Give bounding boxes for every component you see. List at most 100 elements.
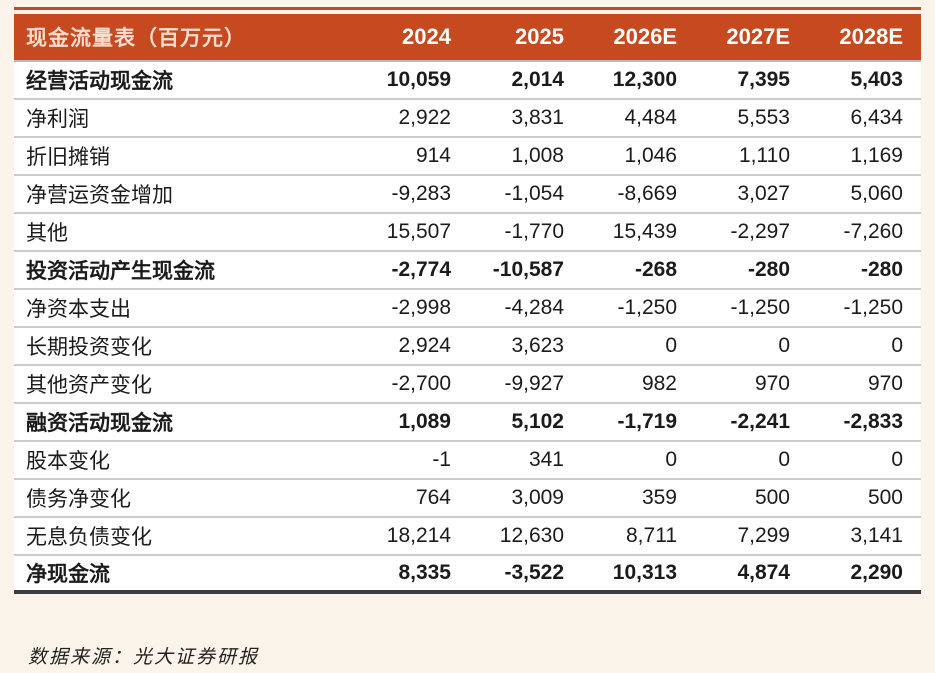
row-value: -1,250 [730,296,790,319]
row-value: 15,439 [612,220,677,243]
row-value: 12,300 [612,68,677,91]
row-value: 4,484 [624,106,677,129]
row-label: 长期投资变化 [26,336,152,359]
row-value: 18,214 [386,524,451,547]
table-row: 投资活动产生现金流 -2,774 -10,587 -268 -280 -280 [14,252,921,290]
row-value: -9,283 [391,182,451,205]
row-value: -1,719 [617,410,677,433]
row-label: 其他资产变化 [26,374,152,397]
table-header-row: 现金流量表（百万元） 2024 2025 2026E 2027E 2028E [14,14,921,62]
row-value: 3,141 [850,524,903,547]
row-value: -1,054 [504,182,564,205]
row-value: 2,924 [398,334,451,357]
table-row: 折旧摊销 914 1,008 1,046 1,110 1,169 [14,138,921,176]
row-value: 4,874 [737,561,790,584]
row-value: -2,998 [391,296,451,319]
row-label: 经营活动现金流 [26,70,173,93]
table-row: 股本变化 -1 341 0 0 0 [14,442,921,480]
column-header: 2026E [613,24,677,49]
row-label: 净资本支出 [26,298,131,321]
table-row: 其他资产变化 -2,700 -9,927 982 970 970 [14,366,921,404]
row-value: 970 [867,372,903,395]
row-value: -2,774 [391,258,451,281]
row-label: 净利润 [26,108,89,131]
row-value: 500 [754,486,790,509]
row-value: 2,014 [511,68,564,91]
row-value: 7,395 [737,68,790,91]
row-value: 1,008 [511,144,564,167]
table-row: 长期投资变化 2,924 3,623 0 0 0 [14,328,921,366]
row-value: 2,290 [850,561,903,584]
row-value: 2,922 [398,106,451,129]
table-top-border [14,7,921,10]
row-value: 3,623 [511,334,564,357]
row-value: -1 [432,448,451,471]
row-value: 3,027 [737,182,790,205]
row-value: 12,630 [499,524,564,547]
row-value: 0 [778,334,790,357]
row-value: 0 [891,448,903,471]
row-value: -2,700 [391,372,451,395]
row-value: -9,927 [504,372,564,395]
row-value: -268 [634,258,677,281]
row-value: -3,522 [504,561,564,584]
row-value: -2,833 [843,410,903,433]
row-label: 净营运资金增加 [26,184,173,207]
column-header: 2024 [402,24,451,49]
row-value: 500 [867,486,903,509]
row-label: 债务净变化 [26,488,131,511]
table-row: 无息负债变化 18,214 12,630 8,711 7,299 3,141 [14,518,921,556]
row-label: 投资活动产生现金流 [26,260,215,283]
row-value: -7,260 [843,220,903,243]
row-label: 其他 [26,222,68,245]
column-header: 2025 [515,24,564,49]
table-row: 净资本支出 -2,998 -4,284 -1,250 -1,250 -1,250 [14,290,921,328]
row-value: -280 [747,258,790,281]
row-value: -2,241 [730,410,790,433]
row-value: 5,553 [737,106,790,129]
row-value: 6,434 [850,106,903,129]
row-value: 10,313 [612,561,677,584]
row-value: -1,250 [843,296,903,319]
row-value: 5,060 [850,182,903,205]
row-value: 3,009 [511,486,564,509]
table-row: 债务净变化 764 3,009 359 500 500 [14,480,921,518]
row-value: 914 [415,144,451,167]
row-value: 0 [665,448,677,471]
table-row: 净营运资金增加 -9,283 -1,054 -8,669 3,027 5,060 [14,176,921,214]
row-value: -280 [860,258,903,281]
row-value: 5,102 [511,410,564,433]
row-value: 0 [778,448,790,471]
row-value: 0 [665,334,677,357]
column-header: 2028E [839,24,903,49]
table-row: 净现金流 8,335 -3,522 10,313 4,874 2,290 [14,556,921,594]
row-value: 3,831 [511,106,564,129]
table-row: 其他 15,507 -1,770 15,439 -2,297 -7,260 [14,214,921,252]
row-value: 8,711 [626,524,677,547]
row-label: 无息负债变化 [26,526,152,549]
row-value: -2,297 [730,220,790,243]
table-row: 融资活动现金流 1,089 5,102 -1,719 -2,241 -2,833 [14,404,921,442]
row-label: 折旧摊销 [26,146,110,169]
row-value: 764 [415,486,451,509]
data-source-note: 数据来源：光大证券研报 [28,647,260,668]
row-value: -1,250 [617,296,677,319]
cashflow-table: 现金流量表（百万元） 2024 2025 2026E 2027E 2028E 经营活动现… [14,7,921,594]
row-value: -1,770 [504,220,564,243]
table-title: 现金流量表（百万元） [26,27,246,50]
table-row: 净利润 2,922 3,831 4,484 5,553 6,434 [14,100,921,138]
row-value: 1,169 [850,144,903,167]
row-value: 1,110 [739,144,790,167]
row-value: 8,335 [398,561,451,584]
row-value: 1,089 [398,410,451,433]
row-label: 净现金流 [26,563,110,586]
row-value: 10,059 [386,68,451,91]
row-value: -8,669 [617,182,677,205]
row-value: 7,299 [737,524,790,547]
column-header: 2027E [726,24,790,49]
row-value: -10,587 [492,258,564,281]
row-value: 5,403 [850,68,903,91]
row-label: 融资活动现金流 [26,412,173,435]
table-row: 经营活动现金流 10,059 2,014 12,300 7,395 5,403 [14,62,921,100]
row-value: 15,507 [386,220,451,243]
